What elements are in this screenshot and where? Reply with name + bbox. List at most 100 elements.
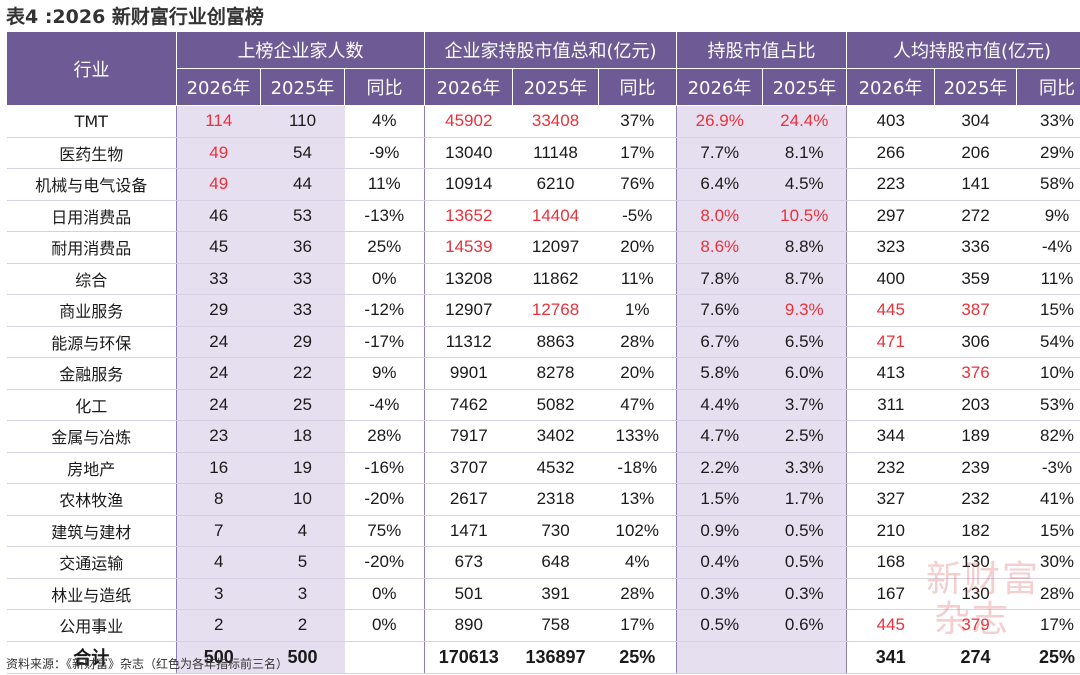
table-cell: 5: [260, 546, 345, 579]
table-cell: 403: [846, 105, 935, 138]
table-cell: 2.5%: [762, 420, 847, 453]
table-cell: 29%: [1016, 137, 1080, 169]
table-cell: 13652: [424, 200, 513, 232]
table-cell: 13040: [424, 137, 513, 169]
industry-name: 综合: [6, 263, 177, 295]
table-cell: 4.4%: [676, 389, 763, 421]
table-title: 表4 :2026 新财富行业创富榜: [6, 6, 264, 28]
industry-name: 金属与冶炼: [6, 420, 177, 453]
table-cell: 3707: [424, 452, 513, 484]
table-cell: 36: [260, 231, 345, 264]
table-cell: 45902: [424, 105, 513, 138]
table-cell: 141: [934, 168, 1017, 201]
table-cell: 19: [260, 452, 345, 484]
header-group-avg-value: 人均持股市值(亿元): [846, 31, 1080, 69]
table-row: 化工 24 25 -4% 7462 5082 47% 4.4% 3.7% 311 203 53%: [6, 389, 1080, 421]
table-cell: 82%: [1016, 420, 1080, 453]
table-cell: 4.7%: [676, 420, 763, 453]
table-cell: 75%: [344, 515, 425, 547]
table-cell: 28%: [1016, 578, 1080, 610]
table-cell: 1.5%: [676, 483, 763, 516]
table-cell: 2.2%: [676, 452, 763, 484]
table-cell: 49: [176, 168, 261, 201]
table-cell: 23: [176, 420, 261, 453]
table-cell: 306: [934, 326, 1017, 358]
table-cell: 8.7%: [762, 263, 847, 295]
table-row: 能源与环保 24 29 -17% 11312 8863 28% 6.7% 6.5% 471 306 5…: [6, 326, 1080, 358]
table-cell: 239: [934, 452, 1017, 484]
table-cell: 311: [846, 389, 935, 421]
table-cell: 2617: [424, 483, 513, 516]
table-cell: 6210: [512, 168, 599, 201]
table-cell: 13%: [598, 483, 677, 516]
industry-name: TMT: [6, 105, 177, 138]
table-row: TMT 114 110 4% 45902 33408 37% 26.9% 24.4% 403 304…: [6, 105, 1080, 138]
table-cell: 7: [176, 515, 261, 547]
header-row-groups: 行业 上榜企业家人数 企业家持股市值总和(亿元) 持股市值占比 人均持股市值(亿…: [6, 31, 1080, 106]
header-sub: 同比: [598, 68, 678, 106]
table-cell: 46: [176, 200, 261, 232]
table-cell: 210: [846, 515, 935, 547]
table-cell: 10914: [424, 168, 513, 201]
header-sub: 2025年: [512, 68, 600, 106]
table-cell: 9901: [424, 357, 513, 390]
table-cell: 344: [846, 420, 935, 453]
table-cell: 0.5%: [762, 546, 847, 579]
table-cell: 0%: [344, 609, 425, 642]
total-cell: [676, 641, 763, 674]
total-cell: [762, 641, 847, 674]
table-cell: 167: [846, 578, 935, 610]
table-cell: 758: [512, 609, 599, 642]
table-cell: 8863: [512, 326, 599, 358]
table-cell: 3.3%: [762, 452, 847, 484]
table-cell: 387: [934, 294, 1017, 327]
total-cell: [344, 641, 425, 674]
table-row: 金属与冶炼 23 18 28% 7917 3402 133% 4.7% 2.5% 344 189 82…: [6, 420, 1080, 453]
table-cell: 20%: [598, 357, 677, 390]
table-cell: 5082: [512, 389, 599, 421]
industry-name: 林业与造纸: [6, 578, 177, 610]
table-cell: 182: [934, 515, 1017, 547]
table-cell: 114: [176, 105, 261, 138]
industry-name: 商业服务: [6, 294, 177, 327]
industry-name: 机械与电气设备: [6, 168, 177, 201]
table-cell: 11312: [424, 326, 513, 358]
table-row: 综合 33 33 0% 13208 11862 11% 7.8% 8.7% 400 359 11%: [6, 263, 1080, 295]
industry-name: 耐用消费品: [6, 231, 177, 264]
table-cell: 8: [176, 483, 261, 516]
table-cell: 304: [934, 105, 1017, 138]
table-cell: 17%: [598, 137, 677, 169]
table-cell: 327: [846, 483, 935, 516]
table-cell: 379: [934, 609, 1017, 642]
table-cell: 130: [934, 578, 1017, 610]
table-cell: 5.8%: [676, 357, 763, 390]
table-cell: 0.3%: [676, 578, 763, 610]
table-cell: 1.7%: [762, 483, 847, 516]
table-cell: 28%: [598, 578, 677, 610]
table-cell: 471: [846, 326, 935, 358]
table-cell: 45: [176, 231, 261, 264]
header-sub: 2025年: [260, 68, 345, 106]
table-cell: 0%: [344, 263, 425, 295]
table-row: 林业与造纸 3 3 0% 501 391 28% 0.3% 0.3% 167 130 28%: [6, 578, 1080, 610]
table-cell: 28%: [344, 420, 425, 453]
table-cell: 33: [260, 294, 345, 327]
table-cell: 25%: [344, 231, 425, 264]
table-cell: 130: [934, 546, 1017, 579]
table-cell: 9%: [344, 357, 425, 390]
industry-name: 医药生物: [6, 137, 177, 169]
header-sub: 2026年: [176, 68, 261, 106]
table-cell: 673: [424, 546, 513, 579]
table-cell: 54%: [1016, 326, 1080, 358]
table-cell: 49: [176, 137, 261, 169]
table-cell: 0.5%: [762, 515, 847, 547]
table-row: 交通运输 4 5 -20% 673 648 4% 0.4% 0.5% 168 130 30%: [6, 546, 1080, 579]
header-sub: 2025年: [934, 68, 1018, 106]
table-cell: 266: [846, 137, 935, 169]
table-cell: 400: [846, 263, 935, 295]
industry-name: 交通运输: [6, 546, 177, 579]
table-cell: -12%: [344, 294, 425, 327]
total-cell: 500: [176, 641, 261, 674]
table-cell: 2: [176, 609, 261, 642]
table-cell: 33408: [512, 105, 599, 138]
